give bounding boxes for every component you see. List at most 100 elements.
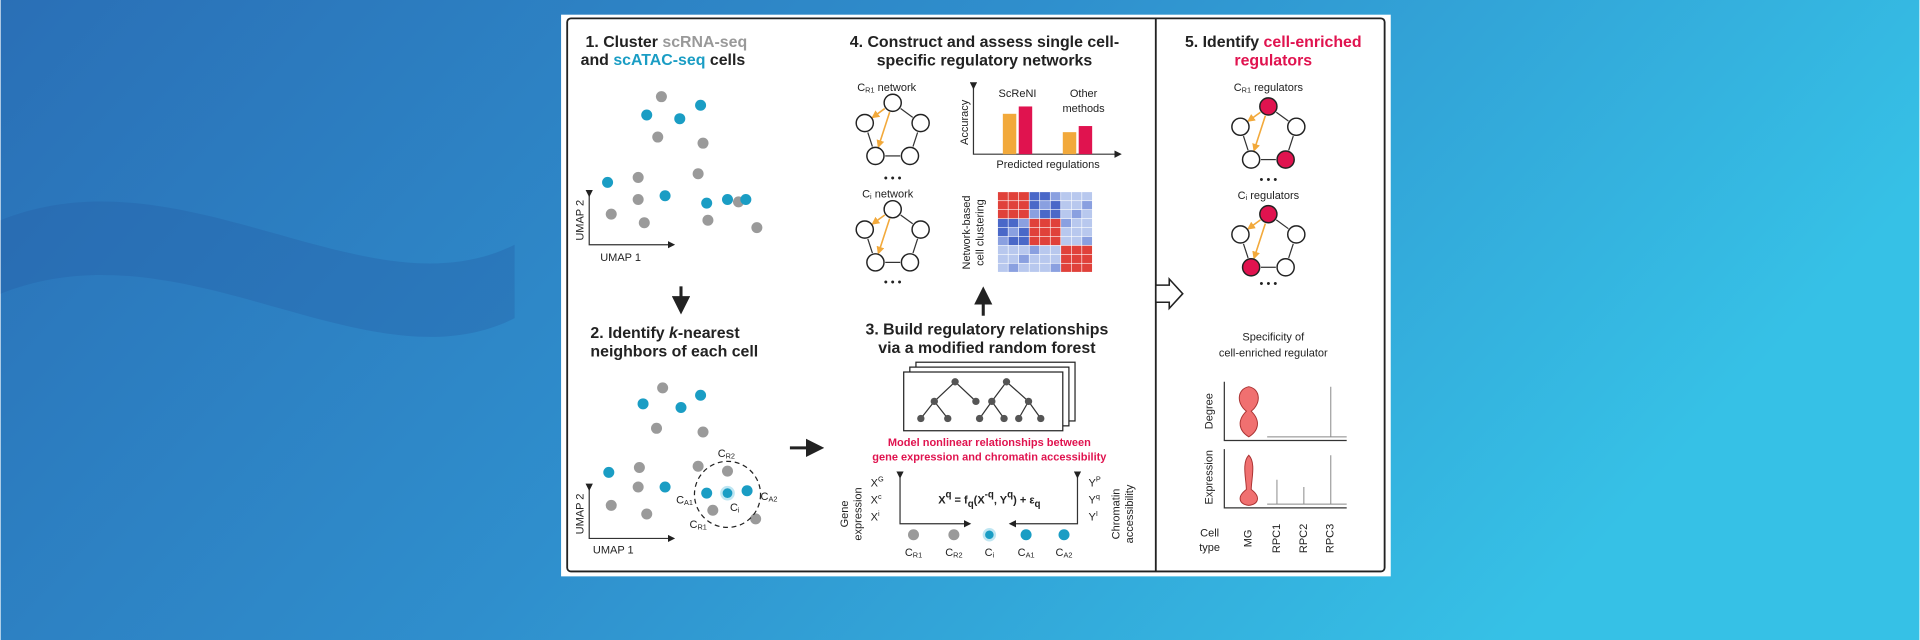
label: CA2 [761, 491, 778, 503]
heat-cell [1050, 236, 1061, 246]
edge [871, 214, 886, 225]
heat-cell [997, 254, 1008, 263]
heat-cell [1040, 227, 1050, 237]
dot [659, 481, 671, 493]
edge [867, 132, 873, 147]
dot [655, 91, 667, 103]
types: MG RPC1 RPC2 RPC3 [1243, 524, 1337, 553]
cells: CR1 CR2 Ci CA1 CA2 [905, 528, 1073, 560]
dot [605, 499, 617, 511]
dot [697, 137, 709, 149]
heat-cell [1029, 201, 1040, 210]
label: CA1 [1018, 547, 1035, 559]
heat-cell [1071, 254, 1082, 263]
label: CR2 [945, 547, 962, 559]
heatmap [997, 192, 1093, 272]
row-label: Expression [1204, 450, 1216, 504]
dot [605, 208, 617, 220]
y-axis-label: UMAP 2 [575, 494, 587, 535]
heat-cell [1008, 263, 1019, 272]
edge [912, 132, 919, 147]
heat-cell [1029, 236, 1040, 246]
specificity-label: Specificity of [1242, 332, 1305, 344]
heat-cell [1082, 192, 1093, 201]
networks [1231, 97, 1306, 277]
panel2-title: neighbors of each cell [590, 344, 758, 361]
heat-cell [997, 227, 1008, 237]
method-label: methods [1062, 103, 1105, 115]
forest [903, 361, 1076, 432]
heat-cell [997, 236, 1008, 246]
ellipsis: • • • [884, 173, 902, 185]
panel5-title: regulators [1234, 52, 1312, 69]
heat-cell [1050, 209, 1061, 219]
node [1276, 257, 1295, 277]
node [1231, 117, 1250, 137]
heat-cell [1071, 201, 1082, 210]
edge [1288, 243, 1294, 259]
heat-cell [1082, 209, 1093, 219]
heat-cell [1050, 227, 1061, 237]
figure-border [566, 17, 1386, 573]
dot [652, 131, 664, 143]
edge [1288, 135, 1294, 151]
label: CA2 [1056, 547, 1073, 559]
row-label: Degree [1204, 393, 1216, 429]
x-axis-label: Predicted regulations [996, 159, 1100, 171]
heat-cell [1008, 245, 1019, 255]
violins [1223, 381, 1347, 509]
dot [740, 193, 752, 205]
node [883, 199, 902, 219]
heat-cell [1071, 227, 1082, 237]
label: Xi [871, 509, 880, 524]
heat-cell [1050, 218, 1061, 228]
node [1241, 257, 1261, 277]
heat-cell [1018, 236, 1029, 246]
method-label: ScReNI [999, 88, 1037, 100]
heat-cell [1071, 192, 1082, 201]
node [855, 113, 875, 133]
heat-cell [1050, 263, 1061, 272]
heat-cell [1040, 201, 1050, 210]
edge [1252, 223, 1267, 260]
specificity-label: cell-enriched regulator [1219, 348, 1328, 360]
terms: XG Xc Xi YP Yq YI [871, 475, 1101, 524]
bracket [1008, 471, 1082, 528]
panel1-title: and scATAC-seq cells [581, 52, 746, 69]
heat-cell [1040, 263, 1050, 272]
dot [721, 465, 734, 477]
node [883, 93, 902, 113]
arrow [1154, 276, 1184, 311]
heat-cell [997, 201, 1008, 210]
edge [900, 108, 914, 118]
dot [675, 401, 687, 414]
network-label: Ci regulators [1238, 190, 1300, 202]
cell [907, 529, 920, 541]
heat-cell [1061, 254, 1071, 263]
node [866, 146, 885, 166]
ellipsis: • • • [1260, 174, 1278, 186]
edge [867, 238, 873, 254]
dot [641, 109, 653, 121]
heat-cell [1061, 209, 1071, 219]
dot [602, 176, 614, 188]
bar [1078, 126, 1093, 155]
heat-cell [1050, 192, 1061, 201]
heat-cell [1029, 192, 1040, 201]
heat-cell [1050, 201, 1061, 210]
cell [982, 528, 997, 542]
label: CR2 [718, 448, 735, 460]
panel4-title: specific regulatory networks [877, 52, 1093, 69]
decoration [0, 201, 515, 337]
heat-cell [1061, 263, 1071, 272]
ellipsis: • • • [1260, 278, 1278, 290]
axis-label: expression [852, 487, 864, 540]
heat-cell [1071, 263, 1082, 272]
note: Model nonlinear relationships between [888, 437, 1091, 449]
bar [1062, 132, 1077, 155]
heat-cell [997, 245, 1008, 255]
network-label: CR1 network [857, 82, 916, 94]
heat-cell [1008, 218, 1019, 228]
type-label: RPC2 [1298, 524, 1310, 553]
